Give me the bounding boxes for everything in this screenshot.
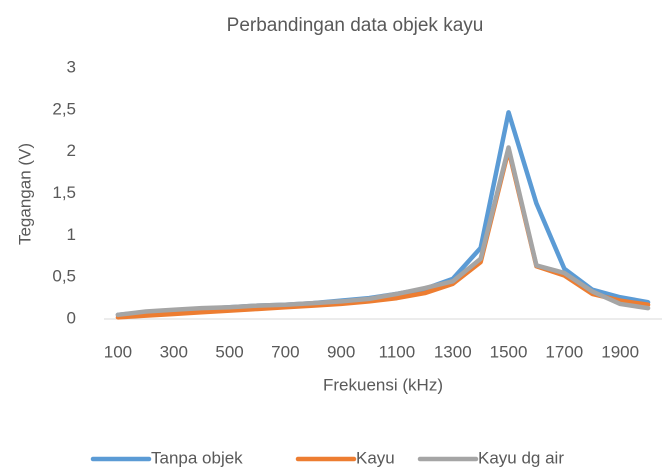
legend-label: Kayu dg air (478, 448, 564, 467)
x-tick-label: 1100 (379, 342, 416, 361)
x-tick-label: 1500 (490, 342, 528, 361)
y-axis-label: Tegangan (V) (15, 143, 34, 245)
x-tick-label: 1900 (601, 342, 639, 361)
y-tick-label: 2 (67, 141, 76, 160)
y-tick-label: 2,5 (52, 99, 76, 118)
y-tick-label: 1,5 (52, 183, 76, 202)
legend-label: Kayu (356, 448, 395, 467)
chart-title: Perbandingan data objek kayu (227, 15, 484, 36)
x-tick-label: 300 (160, 342, 188, 361)
x-tick-label: 100 (104, 342, 132, 361)
y-tick-label: 1 (67, 225, 76, 244)
x-tick-label: 900 (327, 342, 355, 361)
series-line (115, 147, 651, 320)
x-tick-label: 1700 (545, 342, 583, 361)
legend-label: Tanpa objek (151, 448, 243, 467)
y-tick-label: 0 (67, 308, 76, 327)
x-tick-label: 1300 (434, 342, 472, 361)
y-tick-label: 0,5 (52, 267, 76, 286)
x-tick-label: 700 (271, 342, 299, 361)
series-line (115, 110, 651, 318)
x-axis-label: Frekuensi (kHz) (323, 375, 443, 394)
series-line (115, 145, 651, 318)
y-tick-label: 3 (67, 57, 76, 76)
x-tick-label: 500 (215, 342, 243, 361)
